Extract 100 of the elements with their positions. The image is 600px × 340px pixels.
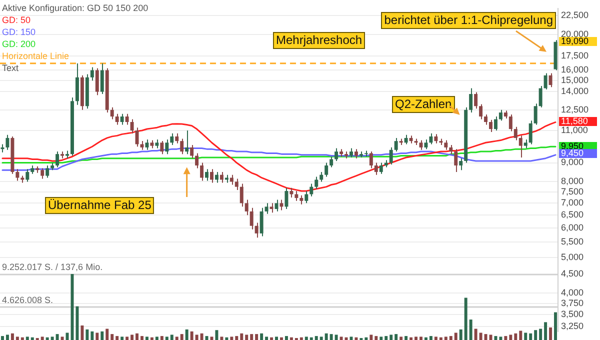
bar (150, 337, 154, 340)
bar (250, 334, 254, 340)
bar (106, 328, 109, 340)
text: GD: 200 (2, 38, 37, 50)
bar (86, 329, 89, 340)
bar (464, 298, 468, 340)
bar (175, 336, 178, 340)
bar (390, 334, 393, 340)
bar (284, 336, 288, 340)
y-tick-label: 8,000 (561, 176, 584, 186)
bar (46, 337, 49, 340)
y-tick-label: 6,500 (561, 210, 584, 220)
y-tick-label: 3,750 (561, 298, 584, 308)
bar (350, 336, 353, 340)
annotation: berichtet über 1:1-Chipregelung (381, 12, 556, 29)
bar (126, 336, 129, 340)
y-tick-label: 14,000 (561, 86, 589, 96)
bar (40, 336, 44, 340)
bar (519, 330, 522, 340)
bar (340, 336, 343, 340)
bar (314, 336, 318, 340)
bar (0, 336, 4, 340)
bar (479, 332, 482, 340)
bar (474, 328, 478, 340)
bar (116, 336, 119, 340)
bar (120, 336, 124, 340)
bar (524, 332, 528, 340)
text: 9,950 (559, 140, 597, 151)
annotation: Übernahme Fab 25 (45, 197, 154, 214)
bar (509, 334, 512, 340)
bar (20, 337, 24, 340)
y-tick-label: 17,500 (561, 50, 589, 60)
y-tick-label: 4,000 (561, 288, 584, 298)
bar (90, 331, 94, 340)
bar (334, 334, 338, 340)
bar (130, 334, 134, 340)
y-tick-label: 6,000 (561, 222, 584, 232)
bar (549, 327, 552, 340)
bar (439, 337, 442, 340)
bar (320, 336, 323, 340)
bar (554, 312, 558, 340)
bar (414, 336, 418, 340)
bar (290, 337, 293, 340)
bar (449, 336, 452, 340)
bar (280, 337, 283, 340)
bar (459, 329, 462, 340)
bar (275, 336, 278, 340)
bar (304, 336, 308, 340)
y-tick-label: 11,000 (561, 124, 588, 135)
bar (96, 332, 99, 340)
bar (529, 333, 532, 340)
bar (354, 337, 358, 340)
bar (205, 336, 208, 340)
bar (444, 336, 448, 340)
bar (270, 337, 274, 340)
bar (26, 336, 29, 340)
y-tick-label: 12,500 (561, 104, 589, 114)
y-tick-label: 5,500 (561, 236, 584, 246)
bar (136, 333, 139, 340)
annotation: Mehrjahreshoch (273, 32, 366, 49)
bar (240, 333, 244, 340)
text: 19,090 (559, 36, 597, 46)
bar (10, 333, 14, 340)
bar (180, 334, 184, 340)
annotation: Q2-Zahlen (392, 96, 455, 113)
y-tick-label: 22,500 (561, 10, 589, 20)
bar (534, 330, 538, 340)
bar (185, 329, 188, 340)
bar (195, 334, 198, 340)
bar (370, 334, 373, 340)
y-tick-label: 3,500 (561, 309, 584, 320)
bar (220, 336, 224, 340)
chart-title: Aktive Konfiguration: GD 50 150 200 (2, 2, 148, 14)
bar (140, 336, 144, 340)
bar (16, 336, 19, 340)
bar (60, 336, 64, 340)
y-tick-label: 3,250 (561, 321, 584, 332)
bar (429, 336, 432, 340)
bar (330, 334, 333, 340)
bar (225, 337, 228, 340)
bar (404, 336, 408, 340)
bar (394, 334, 398, 340)
bar (265, 336, 268, 340)
bar (494, 336, 498, 340)
ref-line-label: 4.626.008 S. (2, 295, 54, 305)
bar (374, 336, 378, 340)
bar (6, 334, 9, 340)
y-tick-label: 7,000 (561, 198, 584, 208)
bar (235, 336, 238, 340)
y-tick-label: 16,000 (561, 64, 589, 75)
bar (514, 333, 518, 340)
bar (50, 336, 54, 340)
text: 9,450 (559, 148, 597, 158)
bar (364, 337, 368, 340)
bar (155, 336, 158, 340)
bar (454, 332, 458, 340)
bar (310, 337, 313, 340)
bar (504, 336, 508, 340)
y-tick-label: 9,000 (561, 157, 584, 168)
bar (260, 333, 264, 340)
